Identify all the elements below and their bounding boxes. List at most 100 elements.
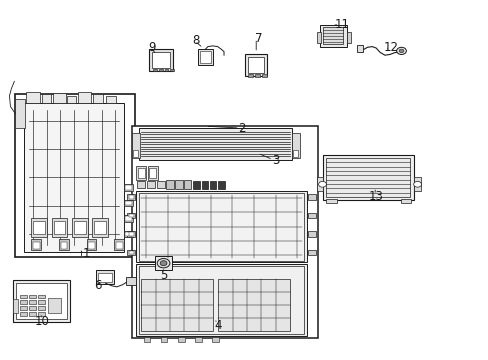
Bar [93,94,103,103]
Bar [183,180,191,189]
Bar [218,279,290,330]
Bar [38,301,44,304]
Circle shape [160,261,166,266]
Bar [124,200,133,206]
Bar [125,216,132,221]
Bar [74,221,85,234]
Bar [94,221,106,234]
Bar [129,251,134,254]
Circle shape [398,49,403,53]
Bar [33,221,45,234]
Bar [20,295,27,298]
Text: 1: 1 [82,247,90,260]
Bar [194,337,201,342]
Bar [29,301,36,304]
Bar [143,337,150,342]
Bar [31,239,41,250]
Bar [413,177,420,192]
Circle shape [396,47,406,54]
Bar [24,103,124,252]
Bar [177,337,184,342]
Circle shape [157,258,169,268]
Bar [92,218,108,237]
Bar [31,218,47,237]
Bar [326,158,409,197]
Bar [48,298,61,313]
Bar [218,181,224,189]
Bar [125,277,136,285]
Text: 13: 13 [368,190,383,203]
Text: 12: 12 [383,41,397,54]
Bar [38,312,44,316]
Text: 9: 9 [148,41,155,54]
Bar [78,92,91,103]
Bar [164,69,168,71]
Bar [124,231,133,237]
Bar [88,242,95,249]
Bar [316,32,321,43]
Bar [20,306,27,310]
Bar [137,181,145,188]
Bar [136,191,306,262]
Bar [262,74,266,77]
Bar [86,239,96,250]
Bar [38,295,44,298]
Circle shape [318,181,326,187]
Bar [152,51,169,68]
Bar [72,218,87,237]
Bar [105,96,116,103]
Bar [29,306,36,310]
Bar [200,51,210,63]
Bar [125,185,132,190]
Bar [127,249,135,255]
Bar [166,180,173,189]
Bar [139,193,304,261]
Bar [20,301,27,304]
Bar [293,149,298,157]
Bar [96,270,114,284]
Bar [127,231,135,237]
Bar [138,168,144,178]
Bar [127,212,135,218]
Bar [41,94,51,103]
Bar [15,94,135,257]
Bar [157,181,164,188]
Bar [129,232,134,236]
Bar [139,128,292,160]
Bar [61,242,67,249]
Bar [13,299,18,314]
Text: 2: 2 [238,122,245,135]
Bar [127,194,135,200]
Bar [98,273,112,282]
Bar [26,92,40,103]
Bar [132,133,140,158]
Bar [248,74,253,77]
Text: 5: 5 [160,269,167,282]
Bar [198,49,212,65]
Bar [400,199,410,203]
Bar [125,232,132,236]
Bar [158,69,162,71]
Bar [316,177,323,192]
Bar [53,93,65,103]
Bar [52,218,67,237]
Bar [149,49,172,71]
Text: 10: 10 [35,315,49,328]
Bar [148,166,158,180]
Bar [54,221,65,234]
Bar [201,181,207,189]
Bar [136,166,146,180]
Bar [320,25,346,47]
Text: 8: 8 [192,33,199,47]
Bar [141,279,213,330]
Bar [149,168,156,178]
Bar [129,195,134,199]
Bar [59,239,69,250]
Text: 3: 3 [272,154,279,167]
Bar [124,184,133,191]
Bar [193,181,199,189]
Bar [307,212,315,218]
Bar [33,242,40,249]
Bar [346,32,350,43]
Bar [175,180,182,189]
